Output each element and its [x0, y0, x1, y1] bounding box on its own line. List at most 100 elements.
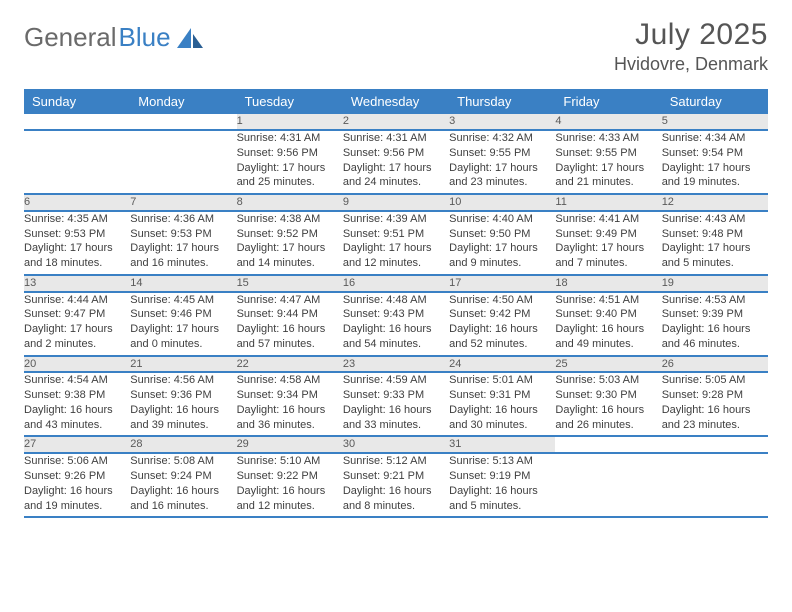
sunrise-line: Sunrise: 4:31 AM [237, 131, 343, 146]
day-info-cell: Sunrise: 5:10 AMSunset: 9:22 PMDaylight:… [237, 453, 343, 517]
calendar-page: GeneralBlue July 2025 Hvidovre, Denmark … [0, 0, 792, 542]
day-number-cell: 17 [449, 275, 555, 292]
day-number-cell: 22 [237, 356, 343, 373]
weekday-header: Saturday [662, 89, 768, 114]
daylight-line: Daylight: 16 hours and 43 minutes. [24, 403, 130, 433]
day-number-cell: 21 [130, 356, 236, 373]
day-info-cell: Sunrise: 4:32 AMSunset: 9:55 PMDaylight:… [449, 130, 555, 194]
sunrise-line: Sunrise: 4:53 AM [662, 293, 768, 308]
day-info-cell: Sunrise: 4:59 AMSunset: 9:33 PMDaylight:… [343, 372, 449, 436]
day-info-cell: Sunrise: 5:01 AMSunset: 9:31 PMDaylight:… [449, 372, 555, 436]
day-info-cell: Sunrise: 4:34 AMSunset: 9:54 PMDaylight:… [662, 130, 768, 194]
day-info-cell: Sunrise: 4:31 AMSunset: 9:56 PMDaylight:… [343, 130, 449, 194]
day-info-cell: Sunrise: 4:53 AMSunset: 9:39 PMDaylight:… [662, 292, 768, 356]
sunrise-line: Sunrise: 4:39 AM [343, 212, 449, 227]
daylight-line: Daylight: 17 hours and 23 minutes. [449, 161, 555, 191]
sunrise-line: Sunrise: 4:31 AM [343, 131, 449, 146]
day-number-cell: 12 [662, 194, 768, 211]
daylight-line: Daylight: 17 hours and 16 minutes. [130, 241, 236, 271]
daylight-line: Daylight: 17 hours and 18 minutes. [24, 241, 130, 271]
sunset-line: Sunset: 9:19 PM [449, 469, 555, 484]
day-info-cell: Sunrise: 4:41 AMSunset: 9:49 PMDaylight:… [555, 211, 661, 275]
info-row: Sunrise: 4:44 AMSunset: 9:47 PMDaylight:… [24, 292, 768, 356]
day-info-cell: Sunrise: 5:13 AMSunset: 9:19 PMDaylight:… [449, 453, 555, 517]
sunset-line: Sunset: 9:28 PM [662, 388, 768, 403]
day-number-cell: 6 [24, 194, 130, 211]
weekday-header: Tuesday [237, 89, 343, 114]
day-number-cell [662, 436, 768, 453]
sunrise-line: Sunrise: 4:40 AM [449, 212, 555, 227]
sunset-line: Sunset: 9:42 PM [449, 307, 555, 322]
daynum-row: 12345 [24, 114, 768, 130]
sunrise-line: Sunrise: 4:44 AM [24, 293, 130, 308]
daylight-line: Daylight: 16 hours and 23 minutes. [662, 403, 768, 433]
sunset-line: Sunset: 9:39 PM [662, 307, 768, 322]
sunset-line: Sunset: 9:40 PM [555, 307, 661, 322]
sunrise-line: Sunrise: 4:58 AM [237, 373, 343, 388]
day-number-cell: 14 [130, 275, 236, 292]
sunset-line: Sunset: 9:51 PM [343, 227, 449, 242]
day-number-cell: 7 [130, 194, 236, 211]
day-number-cell [24, 114, 130, 130]
weekday-header: Sunday [24, 89, 130, 114]
sunrise-line: Sunrise: 4:43 AM [662, 212, 768, 227]
day-info-cell: Sunrise: 4:48 AMSunset: 9:43 PMDaylight:… [343, 292, 449, 356]
day-number-cell: 29 [237, 436, 343, 453]
day-info-cell: Sunrise: 4:56 AMSunset: 9:36 PMDaylight:… [130, 372, 236, 436]
sunset-line: Sunset: 9:49 PM [555, 227, 661, 242]
logo: GeneralBlue [24, 18, 203, 53]
day-number-cell: 3 [449, 114, 555, 130]
day-info-cell: Sunrise: 4:36 AMSunset: 9:53 PMDaylight:… [130, 211, 236, 275]
sunrise-line: Sunrise: 5:08 AM [130, 454, 236, 469]
sunset-line: Sunset: 9:22 PM [237, 469, 343, 484]
sunset-line: Sunset: 9:53 PM [130, 227, 236, 242]
sunrise-line: Sunrise: 5:05 AM [662, 373, 768, 388]
day-info-cell: Sunrise: 4:58 AMSunset: 9:34 PMDaylight:… [237, 372, 343, 436]
sunset-line: Sunset: 9:21 PM [343, 469, 449, 484]
day-info-cell: Sunrise: 5:06 AMSunset: 9:26 PMDaylight:… [24, 453, 130, 517]
daylight-line: Daylight: 16 hours and 39 minutes. [130, 403, 236, 433]
sunset-line: Sunset: 9:47 PM [24, 307, 130, 322]
weekday-header: Thursday [449, 89, 555, 114]
sunset-line: Sunset: 9:55 PM [555, 146, 661, 161]
day-info-cell [662, 453, 768, 517]
sunset-line: Sunset: 9:53 PM [24, 227, 130, 242]
sunset-line: Sunset: 9:38 PM [24, 388, 130, 403]
day-number-cell: 16 [343, 275, 449, 292]
sunrise-line: Sunrise: 4:34 AM [662, 131, 768, 146]
sunrise-line: Sunrise: 4:47 AM [237, 293, 343, 308]
day-number-cell: 4 [555, 114, 661, 130]
daylight-line: Daylight: 17 hours and 9 minutes. [449, 241, 555, 271]
day-number-cell: 1 [237, 114, 343, 130]
sunrise-line: Sunrise: 5:06 AM [24, 454, 130, 469]
logo-sail-icon [177, 28, 203, 48]
day-info-cell: Sunrise: 4:38 AMSunset: 9:52 PMDaylight:… [237, 211, 343, 275]
daylight-line: Daylight: 17 hours and 24 minutes. [343, 161, 449, 191]
sunset-line: Sunset: 9:56 PM [237, 146, 343, 161]
daylight-line: Daylight: 16 hours and 30 minutes. [449, 403, 555, 433]
calendar-body: 12345 Sunrise: 4:31 AMSunset: 9:56 PMDay… [24, 114, 768, 517]
sunrise-line: Sunrise: 4:38 AM [237, 212, 343, 227]
logo-text-blue: Blue [119, 22, 171, 53]
sunrise-line: Sunrise: 5:03 AM [555, 373, 661, 388]
sunset-line: Sunset: 9:48 PM [662, 227, 768, 242]
sunset-line: Sunset: 9:43 PM [343, 307, 449, 322]
daylight-line: Daylight: 16 hours and 5 minutes. [449, 484, 555, 514]
sunset-line: Sunset: 9:56 PM [343, 146, 449, 161]
daylight-line: Daylight: 17 hours and 12 minutes. [343, 241, 449, 271]
info-row: Sunrise: 4:31 AMSunset: 9:56 PMDaylight:… [24, 130, 768, 194]
daylight-line: Daylight: 16 hours and 16 minutes. [130, 484, 236, 514]
weekday-header: Monday [130, 89, 236, 114]
sunrise-line: Sunrise: 4:32 AM [449, 131, 555, 146]
info-row: Sunrise: 4:35 AMSunset: 9:53 PMDaylight:… [24, 211, 768, 275]
calendar-table: Sunday Monday Tuesday Wednesday Thursday… [24, 89, 768, 518]
daylight-line: Daylight: 16 hours and 33 minutes. [343, 403, 449, 433]
day-number-cell: 20 [24, 356, 130, 373]
day-number-cell: 23 [343, 356, 449, 373]
sunrise-line: Sunrise: 4:50 AM [449, 293, 555, 308]
sunset-line: Sunset: 9:33 PM [343, 388, 449, 403]
daylight-line: Daylight: 17 hours and 5 minutes. [662, 241, 768, 271]
sunrise-line: Sunrise: 4:54 AM [24, 373, 130, 388]
day-number-cell [130, 114, 236, 130]
sunrise-line: Sunrise: 4:48 AM [343, 293, 449, 308]
